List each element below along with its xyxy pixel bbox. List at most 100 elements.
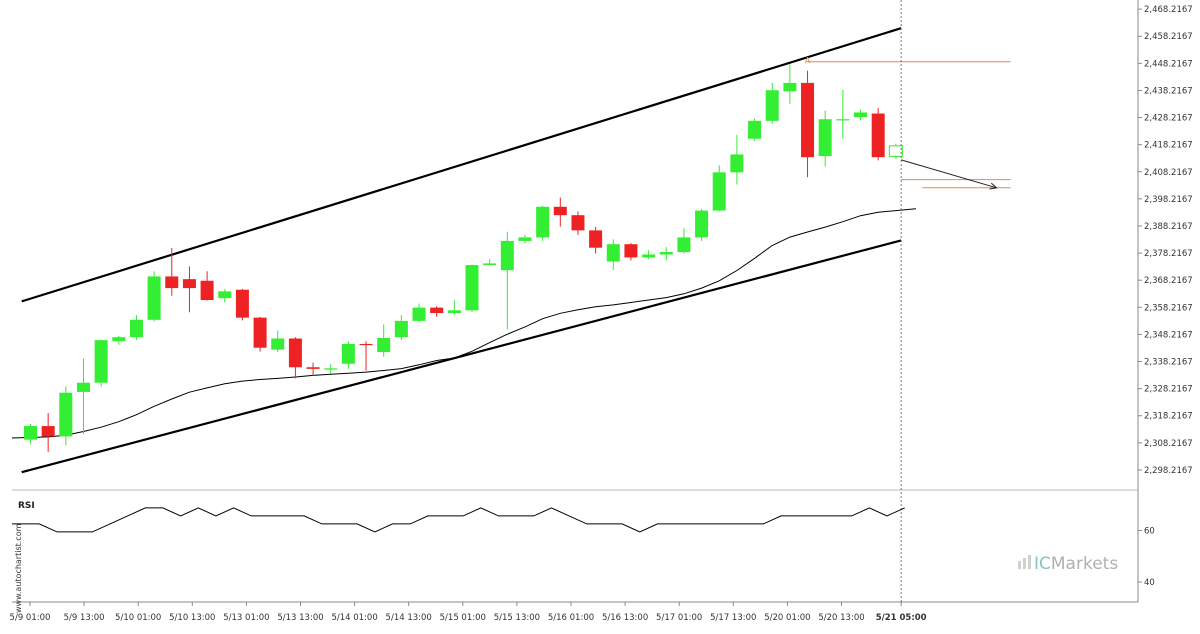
y-tick-label: 2,468.2167 <box>1144 5 1193 15</box>
candle-body <box>571 215 585 231</box>
candle-body <box>147 276 161 320</box>
candle-body <box>536 206 550 238</box>
x-tick-label: 5/15 01:00 <box>440 613 486 623</box>
x-tick-label: 5/13 01:00 <box>223 613 269 623</box>
moving-average <box>11 208 917 439</box>
lower-channel-line <box>21 239 902 474</box>
brand-markets: Markets <box>1051 554 1118 574</box>
candle-body <box>76 382 90 392</box>
candle-body <box>182 279 196 289</box>
candle-body <box>748 120 762 139</box>
candle-body <box>518 237 532 241</box>
candle-body <box>59 392 73 437</box>
candles <box>24 64 903 452</box>
candle-body <box>765 90 779 121</box>
candle-body <box>783 82 797 92</box>
candle-body <box>341 343 355 364</box>
x-tick-label: 5/21 05:00 <box>876 613 927 623</box>
candle-body <box>112 337 126 342</box>
upper-channel-line <box>21 27 902 303</box>
candle-body <box>253 317 267 348</box>
y-tick-label: 2,318.2167 <box>1144 412 1193 422</box>
y-tick-label: 2,448.2167 <box>1144 59 1193 69</box>
x-tick-label: 5/16 13:00 <box>602 613 648 623</box>
forecast-arrow-line <box>900 159 997 189</box>
candle-body <box>288 338 302 368</box>
y-tick-label: 2,378.2167 <box>1144 249 1193 259</box>
y-tick-label: 2,428.2167 <box>1144 114 1193 124</box>
candle-body <box>200 280 214 301</box>
y-tick-label: 2,388.2167 <box>1144 222 1193 232</box>
candle-body <box>129 319 143 338</box>
pattern-point-label: A <box>805 56 811 65</box>
y-tick-label: 2,418.2167 <box>1144 141 1193 151</box>
x-tick-label: 5/9 13:00 <box>64 613 105 623</box>
candle-body <box>589 230 603 248</box>
watermark-text: www.autochartist.com <box>14 523 23 613</box>
candle-body <box>465 265 479 311</box>
watermark: www.autochartist.com <box>14 523 24 615</box>
candle-body <box>24 426 37 440</box>
x-tick-label: 5/20 01:00 <box>764 613 810 623</box>
candle-body <box>394 320 408 338</box>
y-tick-label: 2,298.2167 <box>1144 466 1193 476</box>
x-tick-label: 5/15 13:00 <box>494 613 540 623</box>
y-tick-label: 2,328.2167 <box>1144 385 1193 395</box>
candle-body <box>324 368 338 370</box>
candle-body <box>359 343 373 346</box>
candle-body <box>836 119 850 121</box>
candle-body <box>854 112 868 118</box>
candle-body <box>306 367 320 369</box>
y-tick-label: 2,338.2167 <box>1144 358 1193 368</box>
candle-body <box>235 289 249 318</box>
candle-body <box>624 244 638 258</box>
candle-body <box>871 113 885 158</box>
brand-logo: ICMarkets <box>1018 554 1118 574</box>
candle-body <box>165 276 179 289</box>
candle-body <box>553 206 567 216</box>
x-tick-label: 5/16 01:00 <box>548 613 594 623</box>
candle-body <box>94 340 108 383</box>
rsi-line <box>12 507 905 533</box>
candle-body <box>377 337 391 353</box>
svg-text:ICMarkets: ICMarkets <box>1034 554 1118 574</box>
x-tick-label: 5/14 13:00 <box>386 613 432 623</box>
candle-body <box>801 82 815 158</box>
channel-pattern: A <box>21 27 902 474</box>
candle-body <box>642 254 656 258</box>
candle-body <box>677 237 691 253</box>
rsi-y-tick-label: 60 <box>1144 527 1155 537</box>
x-tick-label: 5/17 01:00 <box>656 613 702 623</box>
candle-body <box>695 210 709 238</box>
x-tick-label: 5/17 13:00 <box>710 613 756 623</box>
candle-body <box>430 307 444 314</box>
x-tick-label: 5/10 13:00 <box>169 613 215 623</box>
target-zone <box>807 61 1011 190</box>
candle-body <box>606 244 620 262</box>
y-tick-label: 2,398.2167 <box>1144 195 1193 205</box>
x-tick-label: 5/13 13:00 <box>277 613 323 623</box>
candle-body <box>271 338 285 350</box>
x-tick-label: 5/9 01:00 <box>10 613 51 623</box>
candle-body <box>712 172 726 211</box>
rsi-label: RSI <box>18 501 35 511</box>
moving-average-line <box>11 208 917 439</box>
x-tick-label: 5/14 01:00 <box>331 613 377 623</box>
brand-ic: IC <box>1034 554 1051 574</box>
candle-body <box>818 119 832 157</box>
candle-body <box>730 154 744 173</box>
logo-icon <box>1018 555 1031 569</box>
candle-body <box>412 307 426 321</box>
axes: 2,468.2167 2,458.2167 2,448.2167 2,438.2167… <box>10 0 1193 623</box>
y-tick-label: 2,458.2167 <box>1144 32 1193 42</box>
y-tick-label: 2,348.2167 <box>1144 330 1193 340</box>
rsi-y-tick-label: 40 <box>1144 578 1155 588</box>
y-tick-label: 2,358.2167 <box>1144 303 1193 313</box>
candle-body <box>483 263 497 266</box>
y-tick-label: 2,438.2167 <box>1144 86 1193 96</box>
forecast-arrow-head <box>989 182 998 190</box>
candle-body <box>500 240 514 271</box>
x-tick-label: 5/10 01:00 <box>115 613 161 623</box>
